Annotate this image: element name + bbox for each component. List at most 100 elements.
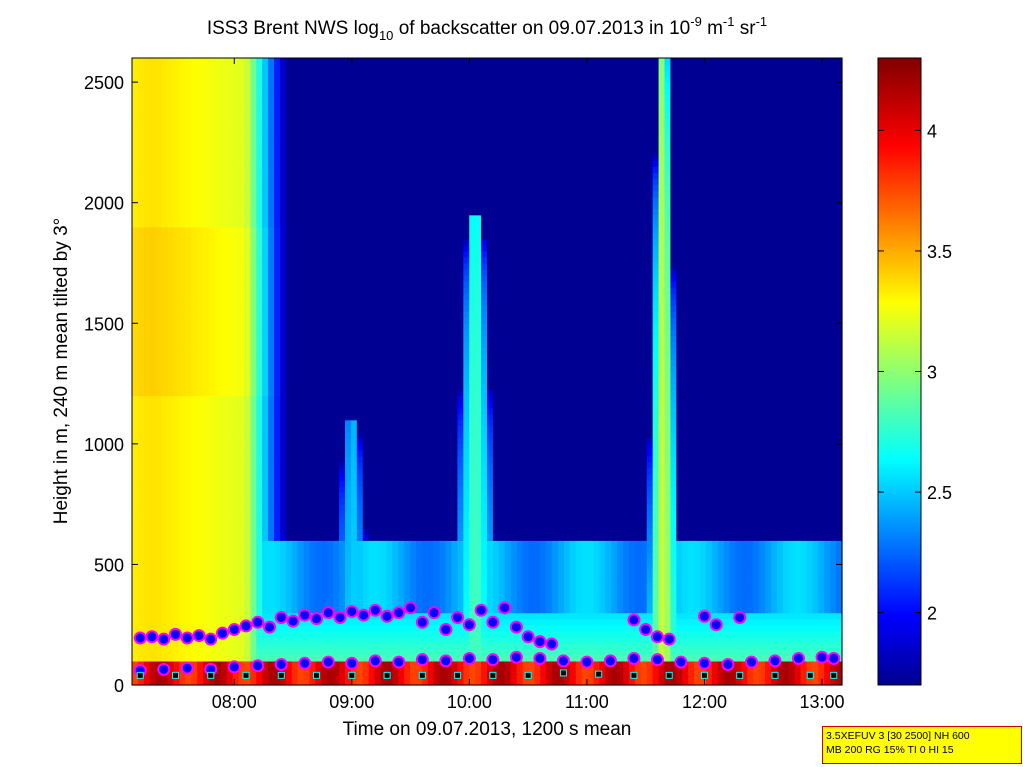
heatmap-cell xyxy=(214,275,222,282)
heatmap-cell xyxy=(256,64,263,71)
heatmap-cell xyxy=(392,389,399,397)
heatmap-cell xyxy=(315,299,322,306)
heatmap-cell xyxy=(155,220,163,228)
heatmap-cell xyxy=(167,419,175,427)
heatmap-cell xyxy=(244,136,251,144)
heatmap-cell xyxy=(173,184,180,192)
heatmap-cell xyxy=(185,323,192,330)
heatmap-cell xyxy=(268,226,275,234)
heatmap-cell xyxy=(214,486,222,493)
heatmap-cell xyxy=(309,262,317,270)
heatmap-cell xyxy=(179,437,186,445)
heatmap-cell xyxy=(380,323,388,330)
heatmap-cell xyxy=(297,232,305,240)
heatmap-cell xyxy=(268,317,275,324)
heatmap-cell xyxy=(191,546,198,553)
heatmap-cell xyxy=(179,600,186,608)
heatmap-cell xyxy=(392,76,399,83)
heatmap-cell xyxy=(339,383,346,391)
heatmap-cell xyxy=(208,600,216,608)
heatmap-cell xyxy=(356,431,364,439)
heatmap-cell xyxy=(132,148,139,156)
heatmap-cell xyxy=(374,112,382,119)
heatmap-cell xyxy=(297,377,305,385)
heatmap-cell xyxy=(238,480,246,487)
heatmap-cell xyxy=(173,293,180,300)
heatmap-cell xyxy=(321,323,328,330)
heatmap-cell xyxy=(333,582,340,590)
heatmap-cell xyxy=(404,353,411,361)
heatmap-cell xyxy=(315,148,322,156)
heatmap-cell xyxy=(149,94,157,101)
heatmap-cell xyxy=(244,202,251,210)
heatmap-cell xyxy=(279,142,287,150)
heatmap-cell xyxy=(368,473,376,481)
heatmap-cell xyxy=(309,238,317,246)
heatmap-cell xyxy=(285,293,293,300)
heatmap-cell xyxy=(203,353,210,361)
heatmap-cell xyxy=(191,486,198,493)
heatmap-cell xyxy=(327,256,334,264)
heatmap-cell xyxy=(220,473,228,481)
heatmap-cell xyxy=(149,594,157,602)
heatmap-cell xyxy=(268,262,275,270)
heatmap-cell xyxy=(380,64,388,71)
heatmap-cell xyxy=(285,100,293,107)
heatmap-cell xyxy=(333,269,340,276)
heatmap-cell xyxy=(143,377,151,385)
heatmap-cell xyxy=(333,510,340,517)
heatmap-cell xyxy=(362,238,370,246)
heatmap-cell xyxy=(309,486,317,493)
heatmap-cell xyxy=(155,335,163,342)
heatmap-cell xyxy=(285,323,293,330)
heatmap-cell xyxy=(232,70,240,77)
heatmap-cell xyxy=(380,214,388,222)
heatmap-cell xyxy=(303,226,311,234)
heatmap-cell xyxy=(339,660,346,668)
heatmap-cell xyxy=(356,196,364,204)
heatmap-cell xyxy=(374,148,382,156)
heatmap-cell xyxy=(398,401,405,409)
heatmap-cell xyxy=(297,220,305,228)
heatmap-cell xyxy=(285,666,293,674)
heatmap-cell xyxy=(345,600,352,608)
heatmap-cell xyxy=(291,100,299,107)
heatmap-cell xyxy=(386,486,393,493)
heatmap-cell xyxy=(291,522,299,529)
heatmap-cell xyxy=(232,449,240,457)
heatmap-cell xyxy=(244,160,251,168)
heatmap-cell xyxy=(321,431,328,439)
heatmap-cell xyxy=(321,576,328,584)
heatmap-cell xyxy=(238,359,246,367)
heatmap-cell xyxy=(214,552,222,559)
heatmap-cell xyxy=(297,666,305,674)
heatmap-cell xyxy=(285,467,293,475)
heatmap-cell xyxy=(374,335,382,342)
heatmap-cell xyxy=(309,546,317,553)
heatmap-cell xyxy=(374,395,382,403)
heatmap-cell xyxy=(327,672,334,680)
heatmap-cell xyxy=(208,184,216,192)
heatmap-cell xyxy=(380,305,388,312)
heatmap-cell xyxy=(185,226,192,234)
heatmap-cell xyxy=(256,552,263,559)
heatmap-cell xyxy=(167,389,175,397)
heatmap-cell xyxy=(185,606,192,614)
heatmap-cell xyxy=(238,347,246,355)
heatmap-cell xyxy=(167,666,175,674)
heatmap-cell xyxy=(208,166,216,174)
heatmap-cell xyxy=(149,383,157,391)
heatmap-cell xyxy=(362,136,370,144)
heatmap-cell xyxy=(279,232,287,240)
heatmap-cell xyxy=(268,594,275,602)
heatmap-cell xyxy=(285,329,293,336)
heatmap-cell xyxy=(356,486,364,493)
heatmap-cell xyxy=(374,323,382,330)
heatmap-cell xyxy=(291,582,299,590)
heatmap-cell xyxy=(226,558,234,566)
heatmap-cell xyxy=(274,76,281,83)
heatmap-cell xyxy=(232,612,240,620)
heatmap-cell xyxy=(368,202,376,210)
heatmap-cell xyxy=(238,522,246,529)
heatmap-cell xyxy=(279,250,287,258)
